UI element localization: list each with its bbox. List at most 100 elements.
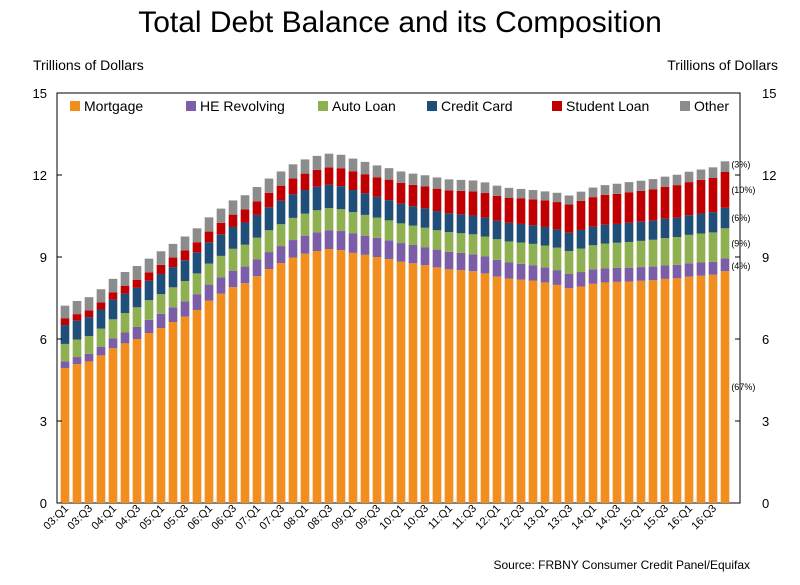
bar-student-loan-09-q3 (372, 177, 382, 197)
x-tick-label: 14:Q1 (569, 503, 599, 533)
legend-label-other: Other (694, 98, 729, 114)
bar-credit-card-10-q1 (396, 203, 406, 224)
right-y-ticks: 0 3 6 9 12 15 (735, 86, 776, 511)
x-tick-label: 03:Q3 (65, 503, 95, 533)
bar-auto-loan-06-q4 (240, 244, 250, 267)
left-axis-unit-label: Trillions of Dollars (33, 57, 144, 73)
bar-he-revolving-10-q1 (396, 243, 406, 262)
x-tick-label: 07:Q3 (257, 503, 287, 533)
bar-auto-loan-14-q2 (600, 243, 610, 269)
bar-other-08-q4 (336, 154, 346, 169)
legend-label-student-loan: Student Loan (566, 98, 649, 114)
bar-mortgage-14-q2 (600, 282, 610, 503)
bar-he-revolving-16-q4 (720, 258, 730, 272)
bar-he-revolving-05-q2 (168, 307, 178, 323)
x-tick-label: 15:Q1 (617, 503, 647, 533)
bar-auto-loan-11-q3 (468, 234, 478, 255)
bar-auto-loan-15-q1 (636, 240, 646, 268)
legend-swatch-he-revolving (186, 101, 196, 111)
bar-other-11-q2 (456, 179, 466, 191)
bar-credit-card-09-q1 (348, 190, 358, 213)
bar-mortgage-15-q4 (672, 278, 682, 503)
x-ticks: 03:Q103:Q304:Q104:Q305:Q105:Q306:Q106:Q3… (41, 503, 719, 533)
bar-auto-loan-10-q3 (420, 227, 430, 248)
bar-credit-card-05-q4 (192, 252, 202, 274)
bar-auto-loan-03-q4 (96, 328, 106, 347)
left-tick-label: 3 (40, 414, 47, 429)
bar-mortgage-05-q4 (192, 310, 202, 503)
bar-student-loan-08-q2 (312, 169, 322, 187)
bar-credit-card-06-q1 (204, 242, 214, 264)
bar-other-11-q1 (444, 179, 454, 191)
bar-mortgage-15-q3 (660, 278, 670, 503)
bar-credit-card-12-q4 (528, 225, 538, 244)
bar-auto-loan-03-q1 (60, 343, 70, 362)
bar-he-revolving-11-q3 (468, 254, 478, 272)
bar-other-14-q2 (600, 185, 610, 195)
bar-mortgage-16-q1 (684, 276, 694, 503)
x-tick-label: 07:Q1 (233, 503, 263, 533)
x-tick-label: 12:Q1 (473, 503, 503, 533)
bar-student-loan-09-q4 (384, 179, 394, 201)
bar-he-revolving-15-q2 (648, 266, 658, 281)
bar-mortgage-10-q4 (432, 267, 442, 503)
x-tick-label: 04:Q1 (89, 503, 119, 533)
bar-other-16-q3 (708, 167, 718, 179)
chart-title: Total Debt Balance and its Composition (138, 6, 662, 39)
bar-he-revolving-12-q4 (528, 265, 538, 281)
bar-he-revolving-14-q2 (600, 268, 610, 283)
bar-auto-loan-13-q2 (552, 247, 562, 271)
legend: Mortgage HE Revolving Auto Loan Credit Card… (70, 98, 729, 114)
bar-credit-card-03-q3 (84, 317, 94, 336)
bar-auto-loan-07-q2 (264, 230, 274, 253)
bar-credit-card-13-q1 (540, 226, 550, 246)
bar-student-loan-13-q4 (576, 200, 586, 230)
x-tick-label: 04:Q3 (113, 503, 143, 533)
bar-mortgage-14-q3 (612, 281, 622, 503)
bar-other-14-q4 (624, 182, 634, 193)
bar-credit-card-15-q3 (660, 218, 670, 239)
bar-other-09-q3 (372, 165, 382, 178)
bar-credit-card-13-q3 (564, 232, 574, 251)
bar-auto-loan-06-q2 (216, 255, 226, 278)
bar-other-03-q4 (96, 289, 106, 303)
bar-auto-loan-14-q4 (624, 241, 634, 268)
legend-label-mortgage: Mortgage (84, 98, 143, 114)
bar-auto-loan-11-q2 (456, 233, 466, 253)
bar-mortgage-06-q3 (228, 287, 238, 503)
bar-auto-loan-11-q4 (480, 236, 490, 257)
bar-he-revolving-06-q1 (204, 284, 214, 301)
bar-other-14-q3 (612, 183, 622, 194)
bar-credit-card-03-q2 (72, 320, 82, 340)
bar-other-09-q2 (360, 161, 370, 175)
bar-student-loan-08-q4 (336, 168, 346, 187)
legend-label-credit-card: Credit Card (441, 98, 513, 114)
x-tick-label: 05:Q3 (161, 503, 191, 533)
bar-student-loan-05-q2 (168, 257, 178, 268)
x-tick-label: 06:Q3 (209, 503, 239, 533)
bar-auto-loan-07-q3 (276, 224, 286, 247)
bar-student-loan-16-q4 (720, 171, 730, 208)
bar-mortgage-11-q1 (444, 269, 454, 503)
bar-student-loan-14-q2 (600, 194, 610, 225)
bar-mortgage-12-q2 (504, 278, 514, 503)
bar-he-revolving-09-q3 (372, 237, 382, 257)
bar-student-loan-09-q1 (348, 171, 358, 191)
bar-mortgage-14-q1 (588, 283, 598, 503)
bar-credit-card-12-q1 (492, 220, 502, 240)
bar-other-05-q4 (192, 228, 202, 243)
x-tick-label: 09:Q1 (329, 503, 359, 533)
bar-mortgage-09-q1 (348, 252, 358, 503)
share-annotation-student-loan: (10%) (731, 185, 755, 195)
bar-student-loan-07-q2 (264, 192, 274, 208)
bar-student-loan-12-q3 (516, 198, 526, 224)
bar-student-loan-10-q4 (432, 188, 442, 212)
bar-he-revolving-03-q1 (60, 361, 70, 368)
bar-he-revolving-14-q3 (612, 267, 622, 282)
bar-mortgage-15-q2 (648, 280, 658, 503)
share-annotation-auto-loan: (9%) (731, 238, 750, 248)
bar-other-10-q3 (420, 175, 430, 187)
bar-student-loan-03-q3 (84, 310, 94, 318)
bar-he-revolving-13-q1 (540, 267, 550, 283)
bar-other-04-q4 (144, 258, 154, 273)
